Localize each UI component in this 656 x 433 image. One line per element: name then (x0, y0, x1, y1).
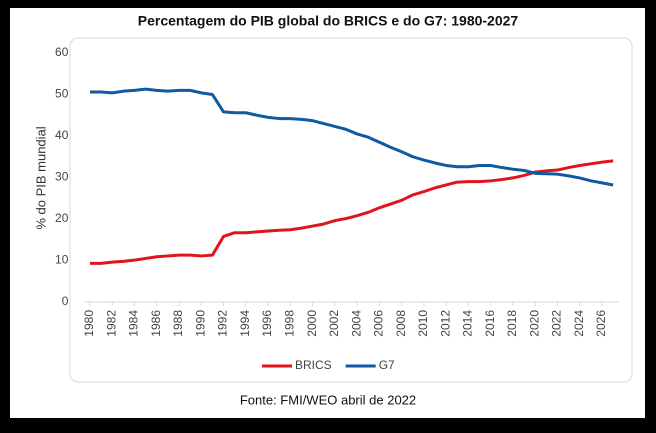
y-tick-label: 40 (55, 128, 69, 142)
x-tick-label: 1990 (193, 310, 207, 337)
x-tick-label: 1988 (171, 310, 185, 337)
legend-label: BRICS (295, 358, 332, 372)
x-tick-label: 2010 (416, 310, 430, 337)
y-tick-label: 0 (62, 294, 69, 308)
y-tick-label: 10 (55, 253, 69, 267)
source: Fonte: FMI/WEO abril de 2022 (240, 392, 416, 407)
x-tick-label: 2006 (372, 310, 386, 337)
chart-title: Percentagem do PIB global do BRICS e do … (138, 13, 519, 29)
y-tick-label: 60 (55, 45, 69, 59)
series-line (89, 87, 614, 187)
series-line (89, 159, 614, 265)
x-tick-label: 1998 (283, 310, 297, 337)
x-tick-label: 1984 (127, 310, 141, 337)
x-tick-label: 2000 (305, 310, 319, 337)
x-tick-label: 2026 (594, 310, 608, 337)
x-tick-label: 2002 (327, 310, 341, 337)
x-tick-label: 1982 (104, 310, 118, 337)
x-tick-label: 1986 (149, 310, 163, 337)
y-tick-label: 30 (55, 170, 69, 184)
x-tick-label: 2012 (438, 310, 452, 337)
y-tick-label: 50 (55, 87, 69, 101)
x-tick-label: 2024 (572, 310, 586, 337)
legend-label: G7 (379, 358, 395, 372)
x-tick-label: 2018 (505, 310, 519, 337)
x-tick-label: 1980 (82, 310, 96, 337)
x-tick-label: 1992 (216, 310, 230, 337)
y-tick-label: 20 (55, 211, 69, 225)
x-tick-label: 1994 (238, 310, 252, 337)
x-tick-label: 1996 (260, 310, 274, 337)
x-tick-label: 2016 (483, 310, 497, 337)
x-tick-label: 2014 (461, 310, 475, 337)
x-tick-label: 2008 (394, 310, 408, 337)
x-tick-label: 2004 (349, 310, 363, 337)
plot-border (69, 37, 633, 383)
background (10, 8, 645, 418)
y-axis-label: % do PIB mundial (33, 126, 48, 229)
x-tick-label: 2022 (550, 310, 564, 337)
x-tick-label: 2020 (527, 310, 541, 337)
